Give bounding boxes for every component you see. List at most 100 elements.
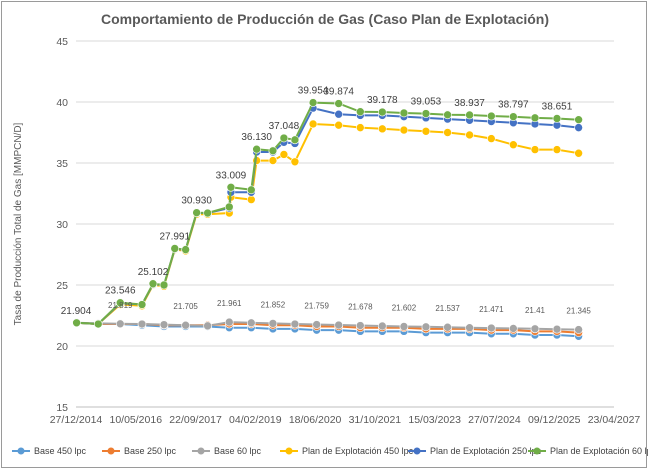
- x-tick-label: 04/02/2019: [229, 414, 282, 426]
- data-point: [530, 145, 540, 154]
- y-tick-label: 35: [56, 158, 68, 170]
- legend-entry: Base 60 lpc: [192, 446, 262, 456]
- series-group: [72, 98, 583, 341]
- legend-label: Base 450 lpc: [34, 446, 87, 456]
- data-point: [509, 140, 518, 149]
- data-point: [378, 124, 387, 134]
- y-axis-label: Tasa de Producción Total de Gas [MMPCN/D…: [13, 122, 24, 325]
- data-label: 21.852: [261, 300, 286, 309]
- data-point: [203, 321, 212, 331]
- data-point: [399, 108, 409, 118]
- axes-group: 15 20 25 30 35 40 45 27/12/2014 10/05/2016 22/09/…: [50, 36, 641, 426]
- series-5: [72, 98, 583, 329]
- data-point: [181, 245, 190, 254]
- data-point: [137, 319, 147, 329]
- data-label: 21.41: [525, 306, 546, 315]
- data-point: [279, 133, 289, 143]
- data-point: [224, 202, 234, 212]
- data-label: 37.048: [269, 121, 300, 132]
- data-point: [421, 322, 431, 332]
- data-point: [356, 107, 365, 117]
- data-point: [487, 134, 496, 143]
- x-tick-label: 15/03/2023: [408, 414, 461, 426]
- x-tick-label: 10/05/2016: [109, 414, 162, 426]
- data-label: 21.904: [61, 306, 92, 317]
- legend-swatch-marker: [533, 447, 541, 455]
- legend-entry: Plan de Explotación 450 lpc: [280, 446, 414, 456]
- x-tick-label: 22/09/2017: [169, 414, 222, 426]
- data-point: [552, 324, 562, 334]
- data-point: [399, 322, 409, 331]
- data-point: [72, 318, 81, 328]
- data-point: [334, 320, 343, 330]
- legend-swatch-marker: [107, 447, 115, 455]
- data-label: 38.651: [542, 101, 573, 112]
- y-tick-label: 30: [56, 219, 68, 231]
- data-point: [378, 321, 387, 331]
- data-label: 25.102: [138, 267, 169, 278]
- legend-swatch-marker: [17, 447, 25, 455]
- data-point: [334, 120, 343, 130]
- data-label: 21.537: [435, 304, 460, 313]
- data-label: 39.053: [411, 97, 442, 108]
- data-point: [530, 113, 540, 123]
- legend-entry: Plan de Explotación 250 lpc: [408, 446, 542, 456]
- data-label: 21.471: [479, 305, 504, 314]
- data-label: 21.961: [217, 299, 242, 308]
- data-point: [574, 115, 583, 124]
- data-point: [356, 321, 365, 330]
- data-label: 38.797: [498, 100, 529, 111]
- data-point: [290, 135, 300, 145]
- data-label: 36.130: [241, 132, 272, 143]
- data-point: [224, 317, 234, 327]
- data-point: [487, 323, 496, 333]
- x-tick-label: 09/12/2025: [528, 414, 581, 426]
- data-point: [334, 109, 343, 119]
- data-point: [268, 319, 278, 328]
- data-label: 21.819: [108, 301, 133, 310]
- y-tick-label: 15: [56, 402, 68, 414]
- data-point: [115, 319, 125, 329]
- chart-title: Comportamiento de Producción de Gas (Cas…: [101, 11, 549, 27]
- data-point: [487, 111, 496, 121]
- data-point: [115, 298, 125, 308]
- legend-label: Plan de Explotación 450 lpc: [302, 446, 414, 456]
- data-point: [356, 123, 365, 132]
- legend-swatch-marker: [197, 447, 205, 455]
- data-label: 27.991: [159, 232, 190, 243]
- data-label: 21.759: [304, 302, 329, 311]
- legend-entry: Base 250 lpc: [102, 446, 177, 456]
- data-point: [148, 279, 158, 289]
- data-point: [226, 182, 236, 192]
- data-point: [308, 119, 318, 129]
- data-label: 21.678: [348, 303, 373, 312]
- data-point: [246, 318, 256, 328]
- data-point: [574, 325, 583, 334]
- legend-entry: Plan de Explotación 60 lpc: [528, 446, 648, 456]
- data-point: [334, 99, 343, 108]
- data-label: 30.930: [181, 196, 212, 207]
- legend-label: Plan de Explotación 250 lpc: [430, 446, 542, 456]
- data-point: [312, 320, 321, 329]
- legend-label: Plan de Explotación 60 lpc: [550, 446, 648, 456]
- data-point: [552, 145, 562, 154]
- data-point: [268, 146, 278, 156]
- x-tick-label: 31/10/2021: [349, 414, 402, 426]
- data-point: [465, 323, 474, 333]
- data-point: [530, 324, 540, 334]
- y-tick-label: 20: [56, 341, 68, 353]
- data-point: [290, 157, 300, 167]
- data-point: [421, 126, 431, 136]
- legend-label: Base 250 lpc: [124, 446, 177, 456]
- data-point: [552, 114, 562, 123]
- data-point: [246, 195, 256, 204]
- x-tick-label: 27/12/2014: [50, 414, 103, 426]
- data-point: [252, 144, 261, 154]
- x-tick-label: 23/04/2027: [588, 414, 641, 426]
- data-point: [268, 156, 278, 165]
- data-point: [465, 130, 474, 140]
- legend: Base 450 lpc Base 250 lpc Base 60 lpc Plan …: [12, 446, 648, 456]
- data-point: [159, 320, 169, 329]
